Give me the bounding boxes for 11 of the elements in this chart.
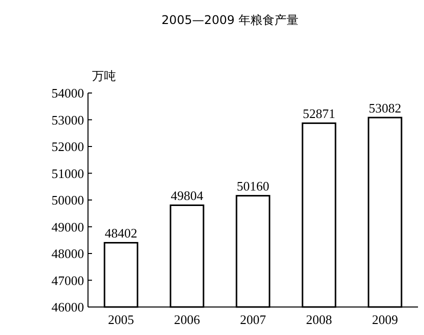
y-tick-label: 52000 bbox=[52, 139, 84, 154]
y-tick-label: 46000 bbox=[52, 300, 84, 314]
y-tick-label: 50000 bbox=[52, 192, 84, 208]
ylabel: 万吨 bbox=[92, 69, 116, 83]
y-tick-label: 54000 bbox=[52, 86, 84, 100]
y-tick-label: 53000 bbox=[52, 112, 84, 128]
y-tick-label: 49000 bbox=[52, 219, 84, 234]
title: 2005—2009 年粮食产量 bbox=[162, 13, 298, 27]
y-tick-label: 48000 bbox=[52, 246, 84, 261]
y-tick-label: 47000 bbox=[52, 272, 84, 288]
y-tick-label: 51000 bbox=[52, 166, 84, 181]
